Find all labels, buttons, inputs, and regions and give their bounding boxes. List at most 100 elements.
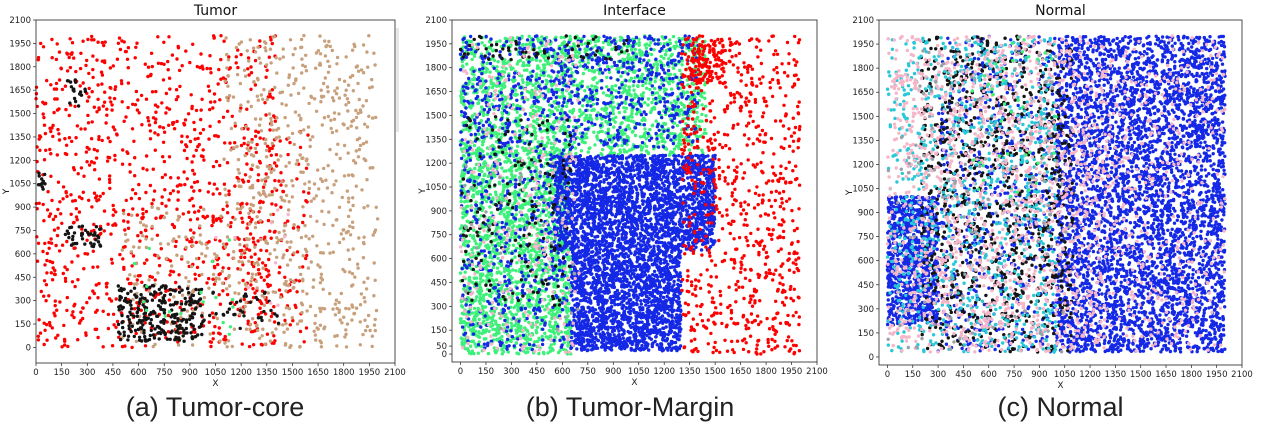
data-point-tan [305, 249, 309, 254]
data-point-red [65, 295, 70, 300]
data-point-red [156, 105, 160, 109]
data-point-red [148, 274, 152, 279]
data-point-red [221, 207, 225, 212]
data-point-black [123, 296, 128, 301]
data-point-green [529, 93, 534, 98]
data-point-red [157, 263, 162, 268]
data-point-black [163, 332, 167, 337]
data-point-tan [237, 184, 241, 188]
data-point-tan [248, 207, 252, 211]
data-point-green [470, 72, 474, 76]
data-point-tan [341, 237, 346, 241]
data-point-red [60, 345, 64, 349]
data-point-tan [247, 222, 252, 226]
data-point-tan [294, 162, 298, 166]
data-point-green [509, 321, 513, 325]
data-point-red [298, 329, 303, 334]
data-point-red [70, 139, 74, 144]
data-point-black [41, 187, 45, 191]
data-point-tan [268, 47, 273, 51]
data-point-green [604, 108, 608, 112]
data-point-green [689, 143, 694, 147]
data-point-black [186, 286, 190, 291]
data-point-tan [299, 37, 304, 42]
data-point-red [79, 166, 84, 170]
data-point-green [656, 141, 660, 145]
data-point-red [155, 233, 160, 237]
data-point-tan [272, 168, 276, 172]
data-point-red [62, 337, 67, 342]
data-point-red [107, 177, 112, 182]
data-point-red [154, 216, 158, 220]
data-point-black [117, 288, 122, 292]
data-point-black [233, 312, 237, 317]
data-point-tan [220, 281, 225, 285]
data-point-red [168, 87, 172, 91]
data-point-black [179, 302, 184, 306]
data-point-red [253, 291, 257, 295]
data-point-black [160, 301, 164, 305]
data-point-green [500, 122, 505, 126]
data-point-tan [303, 182, 307, 186]
data-point-red [256, 239, 260, 243]
data-point-red [53, 268, 57, 273]
x-tick-label: 1650 [307, 368, 329, 378]
data-point-tan [301, 63, 305, 67]
data-point-tan [130, 213, 134, 217]
data-point-red [93, 196, 98, 200]
data-point-green [504, 312, 508, 316]
data-point-red [135, 41, 139, 45]
data-point-green [520, 74, 524, 78]
data-point-red [242, 297, 246, 302]
data-point-tan [347, 100, 351, 105]
data-point-black [191, 311, 195, 316]
data-point-red [207, 276, 211, 281]
data-point-green [617, 52, 621, 56]
data-point-black [163, 293, 167, 298]
data-point-red [108, 66, 113, 70]
data-point-tan [359, 292, 364, 296]
data-point-red [144, 97, 149, 101]
data-point-tan [202, 207, 206, 211]
data-point-black [248, 300, 253, 304]
data-point-red [87, 71, 91, 76]
data-point-green [632, 88, 636, 92]
data-point-tan [370, 344, 374, 349]
data-point-green [506, 215, 510, 219]
data-point-black [139, 293, 143, 297]
data-point-black [260, 318, 264, 323]
data-point-green [604, 120, 609, 124]
data-point-black [69, 85, 74, 89]
data-point-tan [177, 235, 181, 239]
data-point-green [695, 110, 699, 115]
data-point-red [43, 101, 48, 106]
data-point-red [91, 54, 95, 58]
data-point-black [172, 320, 177, 325]
data-point-red [120, 100, 124, 104]
data-point-red [236, 65, 240, 70]
data-point-red [97, 106, 101, 110]
data-point-black [181, 330, 186, 334]
data-point-red [256, 173, 261, 177]
data-point-red [161, 155, 165, 159]
data-point-tan [339, 291, 343, 296]
data-point-black [180, 288, 184, 292]
data-point-red [177, 273, 181, 277]
data-point-red [160, 201, 164, 206]
data-point-green [513, 255, 517, 259]
data-point-tan [363, 318, 367, 322]
data-point-red [92, 161, 97, 165]
data-point-red [57, 78, 62, 82]
data-point-tan [303, 223, 307, 228]
data-point-red [119, 311, 124, 315]
data-point-green [669, 87, 674, 91]
data-point-red [218, 98, 222, 102]
data-point-tan [330, 130, 335, 135]
data-point-red [257, 257, 261, 261]
data-point-red [100, 73, 105, 77]
data-point-red [297, 279, 302, 283]
data-point-red [239, 143, 244, 148]
data-point-red [188, 198, 192, 202]
data-point-red [198, 65, 202, 70]
data-point-black [125, 300, 130, 304]
